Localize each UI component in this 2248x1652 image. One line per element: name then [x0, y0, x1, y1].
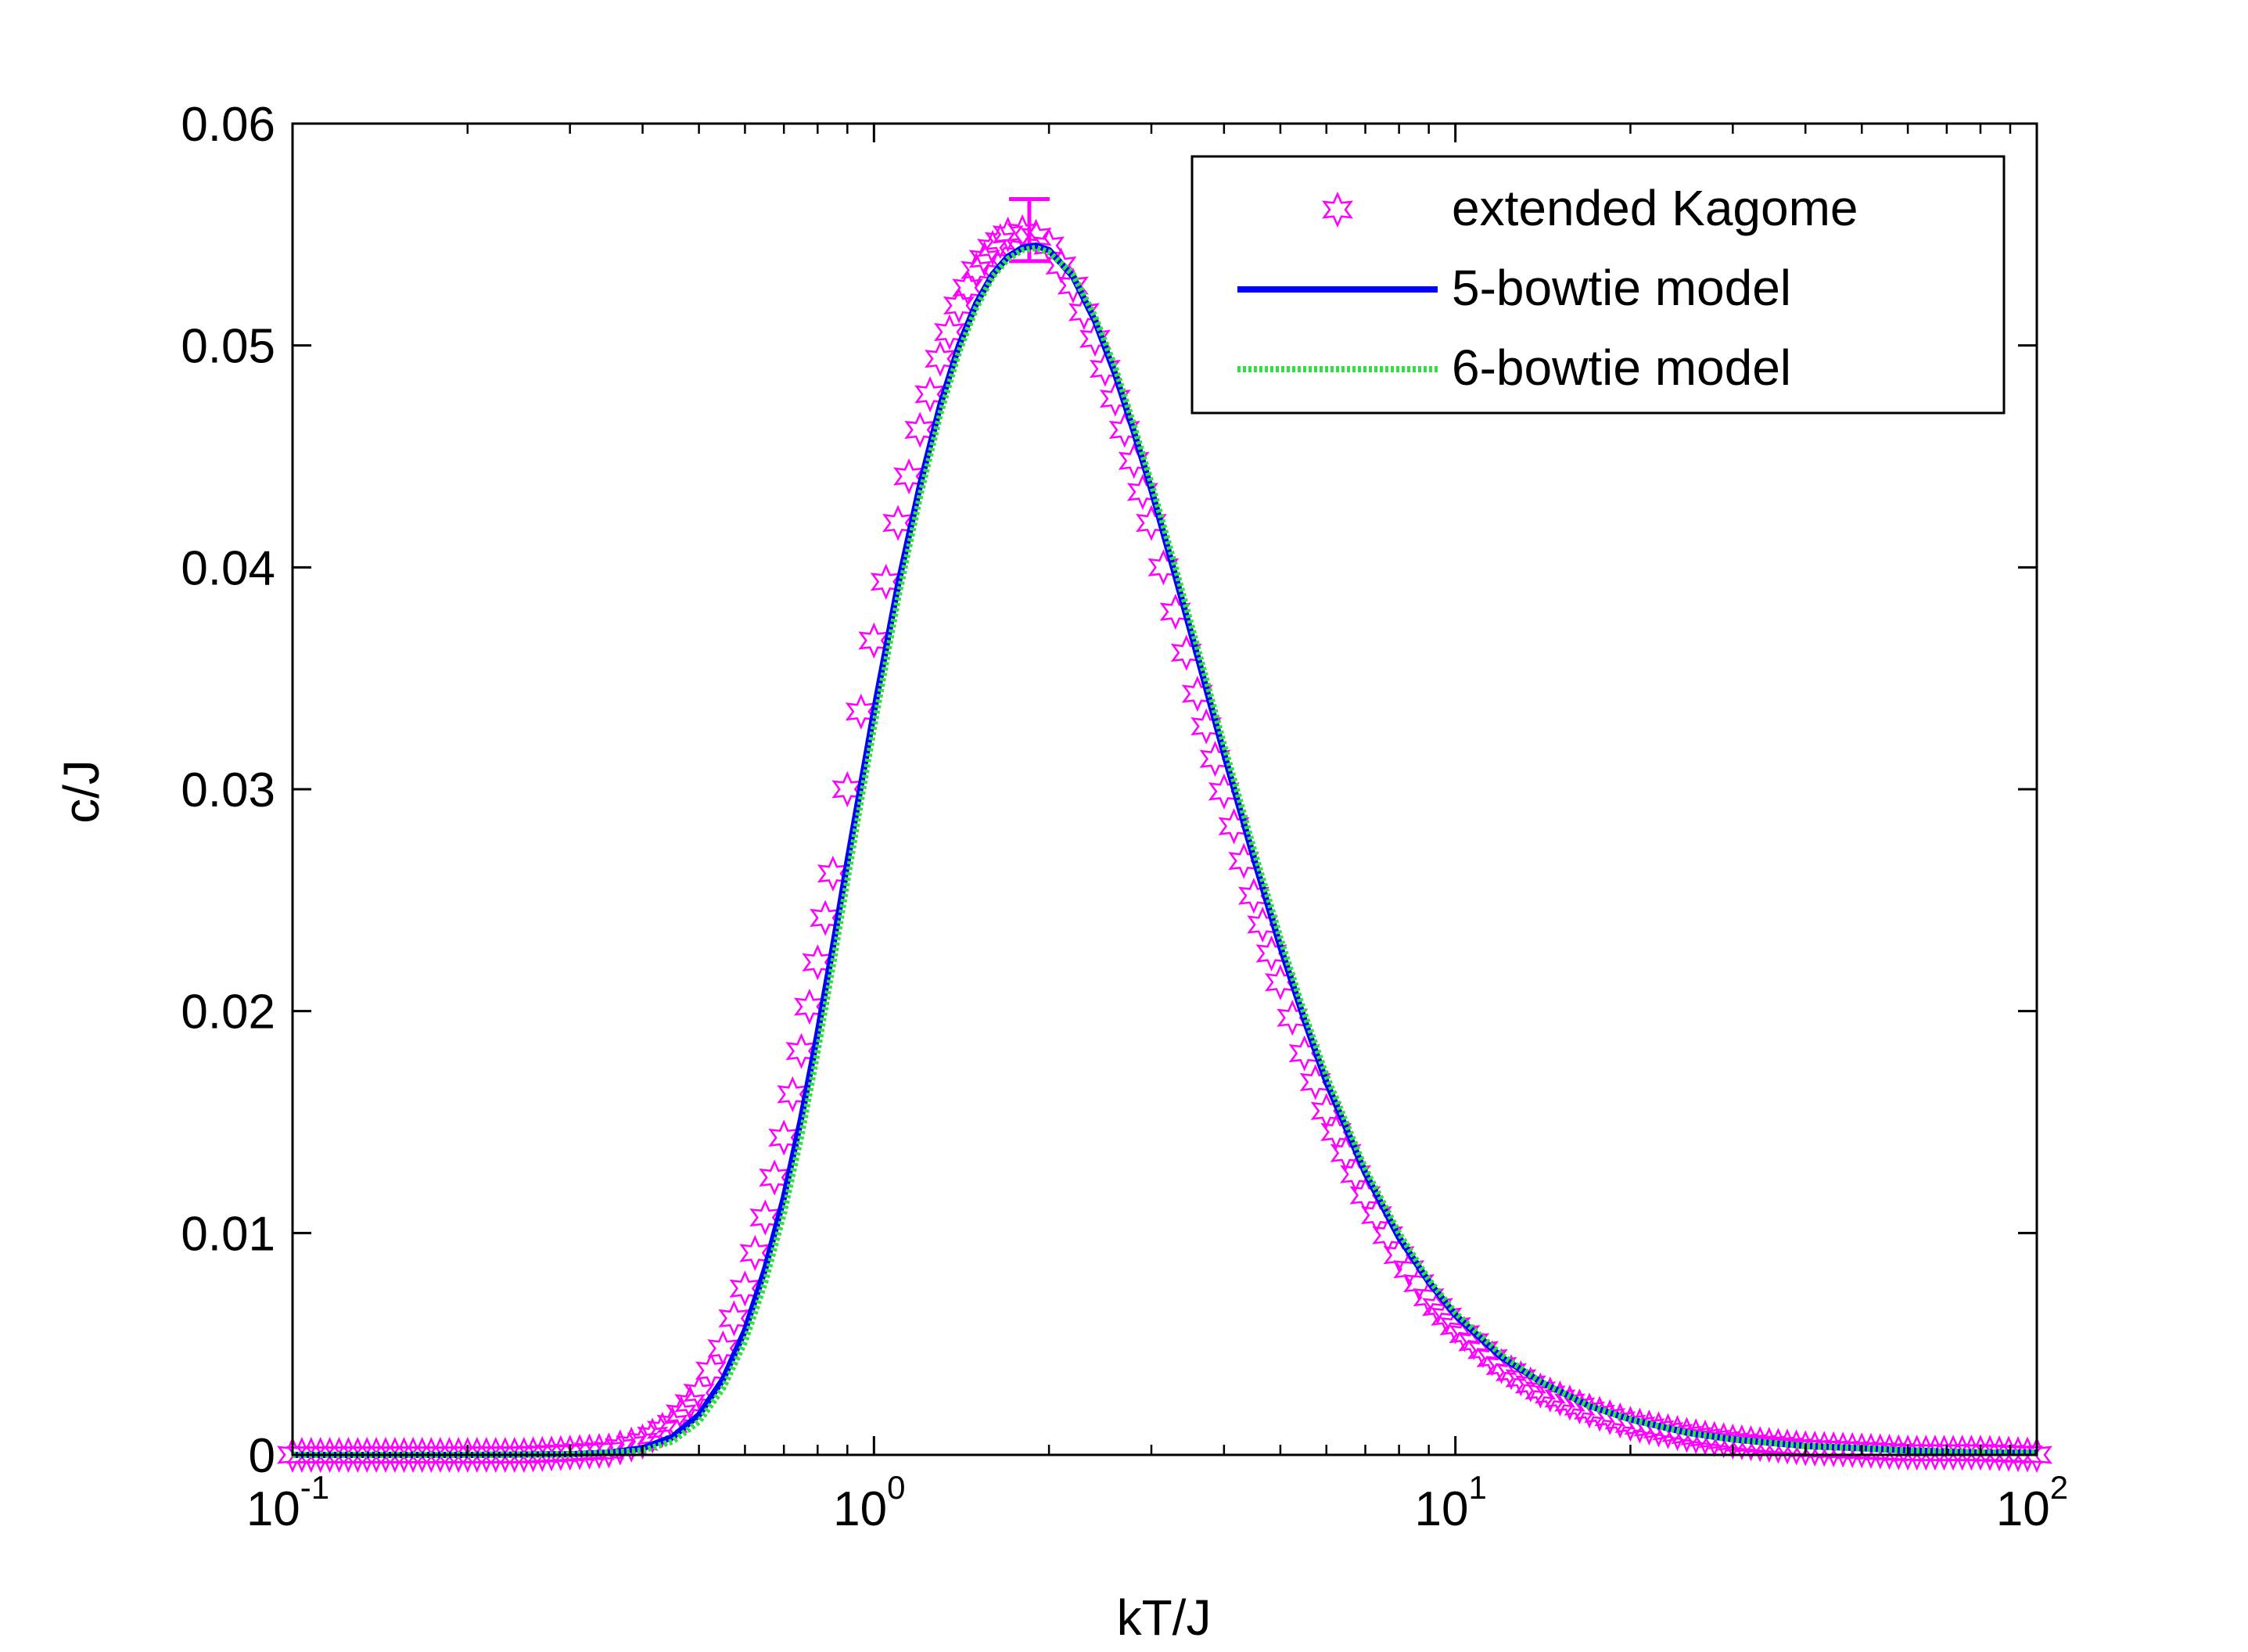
legend-label-6-bowtie: 6-bowtie model [1452, 339, 1791, 396]
kagome-marker [1534, 1376, 1566, 1413]
kagome-marker [925, 340, 957, 377]
kagome-marker [1524, 1372, 1557, 1409]
kagome-marker [1864, 1433, 1896, 1470]
kagome-marker [1057, 268, 1089, 304]
kagome-marker [1514, 1366, 1546, 1402]
y-tick-label: 0 [249, 1429, 275, 1483]
y-tick-label: 0.02 [181, 986, 275, 1040]
x-tick-label: 101 [1415, 1469, 1487, 1536]
x-tick-label: 102 [1996, 1469, 2068, 1536]
kagome-marker [2021, 1436, 2052, 1474]
kagome-marker [1181, 675, 1213, 713]
kagome-marker [1495, 1354, 1527, 1391]
kagome-marker [1126, 473, 1158, 511]
kagome-marker [1299, 1064, 1331, 1101]
y-tick-label: 0.03 [181, 763, 275, 817]
kagome-marker [646, 1411, 678, 1449]
kagome-marker [961, 252, 993, 289]
kagome-marker [1330, 1135, 1362, 1172]
kagome-marker [1485, 1348, 1517, 1384]
kagome-marker [1136, 505, 1167, 541]
kagome-marker [1118, 443, 1150, 479]
kagome-marker [1753, 1427, 1785, 1463]
kagome-marker [1237, 878, 1269, 914]
kagome-marker [1431, 1298, 1463, 1335]
plot-frame [291, 122, 2038, 1456]
kagome-marker [1846, 1432, 1878, 1469]
kagome-marker [1544, 1380, 1576, 1417]
legend: extended Kagome 5-bowtie model 6-bowtie … [1190, 155, 2006, 415]
kagome-marker [637, 1417, 669, 1454]
x-axis-label: kT/J [1117, 1589, 1212, 1646]
kagome-marker [627, 1423, 659, 1460]
kagome-marker [952, 269, 984, 306]
kagome-marker [1553, 1384, 1585, 1421]
kagome-marker [1772, 1428, 1803, 1465]
y-tick-label: 0.05 [181, 320, 275, 374]
kagome-marker [1199, 741, 1231, 778]
kagome-marker [1780, 1429, 1812, 1466]
kagome-marker [943, 287, 975, 324]
y-tick-label: 0.01 [181, 1207, 275, 1261]
kagome-marker [1564, 1388, 1596, 1425]
kagome-marker [1089, 350, 1121, 387]
kagome-marker [1255, 935, 1287, 971]
legend-marker-extended-kagome [1322, 191, 1353, 228]
kagome-marker [1190, 708, 1223, 745]
kagome-marker [1762, 1428, 1794, 1464]
tick-label-layer: 0 0.01 0.02 0.03 0.04 0.05 0.06 10-1 100 101 102 [181, 98, 2068, 1536]
kagome-marker [1505, 1359, 1537, 1397]
kagome-marker [1690, 1419, 1721, 1456]
y-axis-label: c/J [53, 760, 110, 824]
legend-label-extended-kagome: extended Kagome [1452, 180, 1858, 236]
kagome-marker [1735, 1425, 1767, 1462]
x-tick-label: 10-1 [246, 1469, 329, 1536]
kagome-marker [992, 216, 1024, 253]
series-layer [277, 196, 2052, 1474]
series-6-bowtie-line [293, 244, 2037, 1458]
kagome-marker [1422, 1288, 1453, 1326]
y-tick-label: 0.04 [181, 541, 275, 595]
legend-label-5-bowtie: 5-bowtie model [1452, 260, 1791, 316]
legend-samples [1237, 191, 1438, 372]
kagome-marker [1340, 1156, 1372, 1193]
kagome-marker [1108, 411, 1140, 448]
kagome-marker [1170, 634, 1202, 671]
kagome-marker [1159, 594, 1191, 630]
x-tick-label: 100 [833, 1469, 905, 1536]
kagome-marker [1413, 1279, 1445, 1316]
kagome-marker [1320, 1114, 1352, 1151]
kagome-marker [1218, 808, 1250, 845]
kagome-marker [1744, 1426, 1776, 1463]
y-tick-label: 0.06 [181, 98, 275, 152]
kagome-marker [1099, 380, 1131, 417]
kagome-marker [934, 314, 965, 350]
kagome-marker [1717, 1423, 1749, 1460]
kagome-marker [1147, 549, 1180, 586]
kagome-marker [718, 1300, 750, 1337]
kagome-marker [1079, 321, 1111, 357]
kagome-marker [707, 1330, 739, 1366]
kagome-marker [1726, 1424, 1758, 1461]
kagome-marker [976, 229, 1009, 267]
kagome-marker [1068, 293, 1100, 331]
